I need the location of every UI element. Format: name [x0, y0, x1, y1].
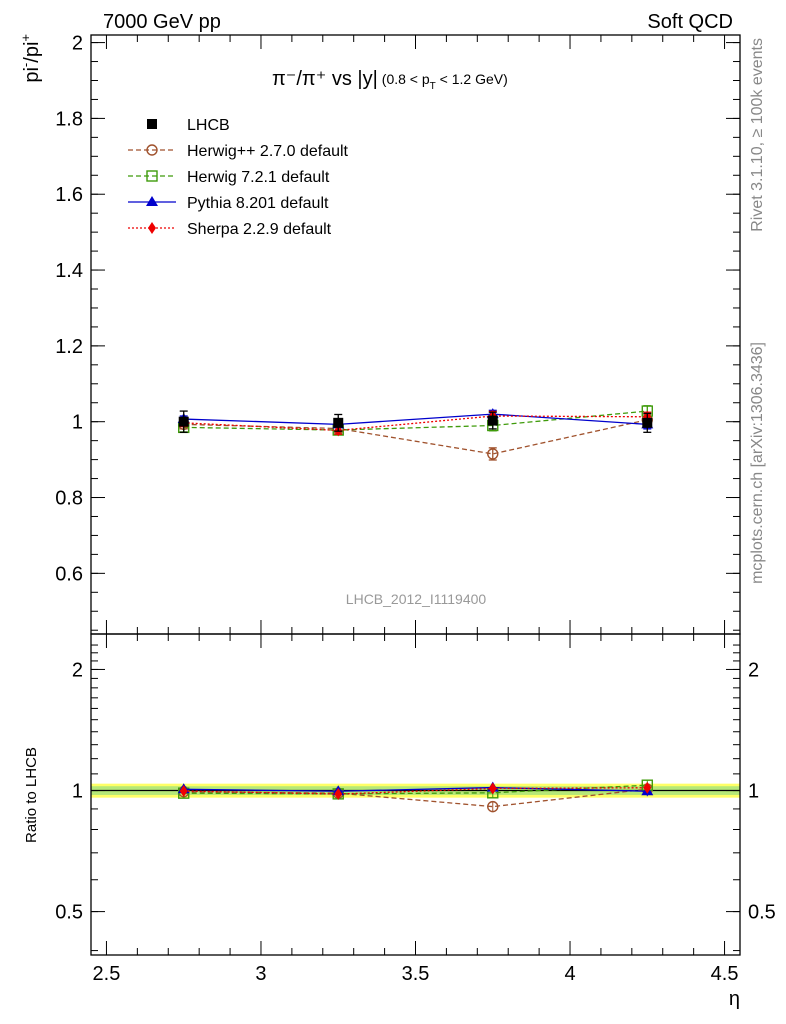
ratio-line	[183, 786, 648, 792]
ratio-ylabel: Ratio to LHCB	[23, 747, 40, 843]
legend-marker	[146, 196, 158, 206]
main-panel: 0.6 0.8 1 1.2 1.4 1.6 1.8 2	[55, 33, 741, 635]
legend-label: Herwig 7.2.1 default	[187, 169, 330, 186]
y-tick-label-right: 1	[748, 781, 759, 803]
watermark: LHCB_2012_I1119400	[346, 591, 487, 607]
legend-label: LHCB	[187, 117, 230, 134]
x-tick-label: 3	[255, 963, 266, 985]
ratio-line	[183, 788, 648, 808]
data-point	[178, 416, 189, 427]
y-tick-label: 1	[72, 781, 83, 803]
mcplots-label: mcplots.cern.ch [arXiv:1306.3436]	[749, 342, 766, 584]
main-title-text: π⁻/π⁺ vs |y|	[272, 68, 378, 90]
legend-label: Sherpa 2.2.9 default	[187, 221, 332, 238]
legend-entry: LHCB	[147, 117, 230, 134]
y-tick-label-right: 2	[748, 659, 759, 681]
legend-entry: Sherpa 2.2.9 default	[128, 221, 332, 238]
series-line	[183, 413, 648, 426]
data-point	[642, 417, 653, 428]
y-tick-label: 1.2	[55, 336, 83, 358]
y-tick-label: 1.4	[55, 260, 83, 282]
data-point	[333, 417, 344, 428]
x-axis-label: η	[729, 988, 740, 1010]
ratio-series-sherpa-2-2-9-default	[179, 781, 652, 801]
y-tick-label: 1	[72, 412, 83, 434]
main-title-range: (0.8 < p	[382, 71, 430, 87]
main-title-range-sub: T	[430, 81, 436, 92]
y-tick-label: 1.6	[55, 184, 83, 206]
rivet-label: Rivet 3.1.10, ≥ 100k events	[749, 38, 766, 232]
series-line	[183, 419, 648, 455]
legend-label: Herwig++ 2.7.0 default	[187, 143, 349, 160]
legend-entry: Herwig++ 2.7.0 default	[128, 143, 349, 160]
main-ylabel: pi-/pi+	[18, 34, 43, 83]
legend-marker	[147, 119, 157, 129]
y-tick-label-right: 0.5	[748, 902, 776, 924]
x-tick-label: 4	[564, 963, 575, 985]
ratio-point	[643, 781, 652, 794]
legend-marker	[146, 144, 158, 156]
ratio-point	[487, 800, 499, 813]
series-line	[183, 410, 648, 431]
y-tick-label: 1.8	[55, 108, 83, 130]
ratio-point	[179, 785, 188, 798]
y-tick-label: 0.6	[55, 563, 83, 585]
ratio-point	[334, 788, 343, 801]
main-title-range-end: < 1.2 GeV)	[436, 71, 508, 87]
x-tick-label: 3.5	[402, 963, 430, 985]
series-sherpa-2-2-9-default	[179, 410, 652, 437]
x-tick-label: 4.5	[711, 963, 739, 985]
y-tick-label: 2	[72, 33, 83, 55]
ratio-line	[183, 787, 648, 795]
main-title: π⁻/π⁺ vs |y| (0.8 < pT < 1.2 GeV)	[272, 68, 508, 92]
x-tick-label: 2.5	[93, 963, 121, 985]
series-lhcb	[178, 410, 653, 433]
y-tick-label: 2	[72, 659, 83, 681]
legend-entry: Herwig 7.2.1 default	[128, 169, 330, 186]
ratio-point	[488, 782, 497, 795]
series-line	[183, 415, 648, 432]
y-tick-label: 0.5	[55, 902, 83, 924]
legend: LHCB Herwig++ 2.7.0 default Herwig 7.2.1 d…	[128, 117, 349, 238]
legend-label: Pythia 8.201 default	[187, 195, 329, 212]
y-tick-label: 0.8	[55, 488, 83, 510]
header-right: Soft QCD	[647, 11, 733, 33]
legend-entry: Pythia 8.201 default	[128, 195, 329, 212]
header-left: 7000 GeV pp	[103, 11, 221, 33]
data-point	[487, 415, 498, 426]
legend-marker	[148, 222, 156, 234]
ratio-panel: 2.5 3 3.5 4 4.5 0.5 0.5 1 1 2 2	[55, 633, 776, 985]
data-point	[487, 448, 499, 460]
legend-marker	[146, 170, 158, 182]
